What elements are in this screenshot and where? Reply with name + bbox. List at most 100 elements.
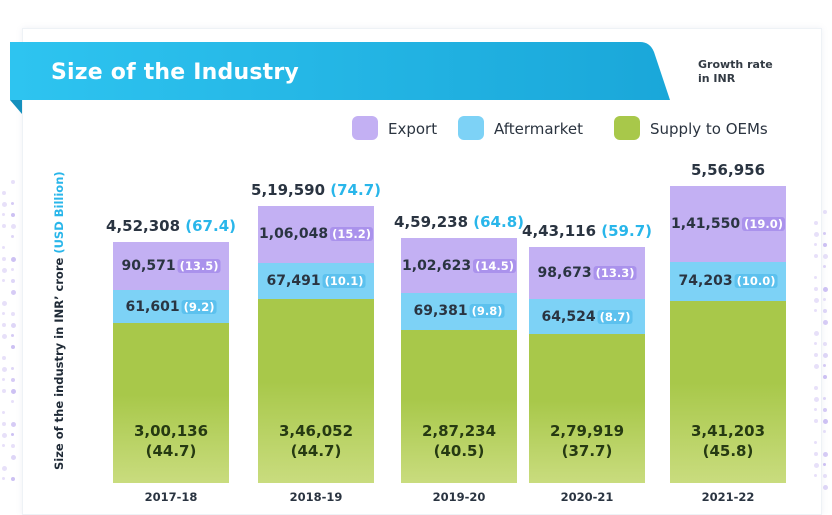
segment-usd-2019-20: (9.8) bbox=[469, 304, 505, 319]
decorative-dot bbox=[2, 411, 5, 414]
decorative-dot bbox=[11, 323, 16, 328]
oem-data-label-2019-20: 2,87,234 (40.5) bbox=[422, 421, 496, 461]
decorative-dot bbox=[2, 477, 5, 480]
total-value-2020-21: 4,43,116 bbox=[522, 221, 597, 240]
decorative-dot bbox=[2, 301, 7, 306]
total-usd-2018-19: (74.7) bbox=[325, 181, 381, 200]
bar-oem-2021-22 bbox=[670, 301, 786, 483]
decorative-dot bbox=[2, 279, 5, 282]
segment-usd-2021-22: (19.0) bbox=[742, 216, 785, 231]
decorative-dot bbox=[814, 419, 818, 423]
legend-swatch-export bbox=[352, 116, 378, 140]
decorative-dot bbox=[2, 356, 6, 360]
total-value-2017-18: 4,52,308 bbox=[106, 216, 181, 235]
x-tick-2019-20: 2019-20 bbox=[432, 490, 486, 504]
oem-data-label-2017-18: 3,00,136 (44.7) bbox=[134, 421, 208, 461]
decorative-dot bbox=[823, 232, 826, 235]
decorative-dot bbox=[11, 444, 15, 448]
segment-value-2020-21: 98,673 bbox=[537, 265, 592, 282]
decorative-dot bbox=[11, 224, 16, 229]
decorative-dot bbox=[814, 254, 818, 258]
legend-label-export: Export bbox=[388, 120, 438, 138]
aftermarket-data-label-2021-22: 74,203 (10.0) bbox=[679, 273, 778, 289]
segment-usd-2021-22: (10.0) bbox=[734, 274, 778, 289]
decorative-dot bbox=[11, 422, 16, 427]
segment-usd-2017-18: (13.5) bbox=[177, 259, 221, 274]
decorative-dot bbox=[2, 378, 5, 381]
decorative-dot bbox=[814, 353, 818, 357]
total-value-2019-20: 4,59,238 bbox=[394, 213, 469, 232]
total-usd-2019-20: (64.8) bbox=[468, 213, 524, 232]
segment-value-2020-21: 64,524 bbox=[541, 308, 596, 325]
oem-value-2021-22: 3,41,203 bbox=[690, 422, 766, 440]
decorative-dot bbox=[814, 408, 817, 411]
oem-data-label-2021-22: 3,41,203 (45.8) bbox=[691, 421, 765, 461]
decorative-dot bbox=[2, 334, 7, 339]
total-label-2020-21: 4,43,116 (59.7) bbox=[522, 222, 652, 240]
export-data-label-2017-18: 90,571 (13.5) bbox=[122, 258, 221, 274]
decorative-dot bbox=[11, 389, 16, 394]
y-axis-label-unit: (USD Billion) bbox=[52, 171, 66, 254]
decorative-dot bbox=[814, 276, 817, 279]
y-axis-label-text: Size of the industry in INR’ crore bbox=[52, 257, 66, 470]
bar-oem-2019-20 bbox=[401, 329, 517, 483]
decorative-dot bbox=[823, 298, 826, 301]
banner-shape bbox=[10, 42, 670, 114]
decorative-dot bbox=[823, 397, 826, 400]
decorative-dot bbox=[814, 441, 817, 444]
growth-rate-note-line-2: in INR bbox=[698, 72, 736, 85]
aftermarket-data-label-2017-18: 61,601 (9.2) bbox=[126, 299, 217, 315]
decorative-dot bbox=[11, 180, 15, 184]
legend-label-supply-to-oems: Supply to OEMs bbox=[650, 120, 768, 138]
title-banner bbox=[10, 42, 670, 114]
segment-value-2017-18: 90,571 bbox=[121, 258, 176, 275]
total-label-2021-22: 5,56,956 bbox=[691, 161, 765, 179]
segment-value-2021-22: 74,203 bbox=[678, 273, 733, 290]
decorative-dot bbox=[814, 309, 817, 312]
decorative-dot bbox=[823, 210, 827, 214]
segment-usd-2020-21: (13.3) bbox=[593, 266, 637, 281]
decorative-dot bbox=[823, 364, 826, 367]
growth-rate-note: Growth rate in INR bbox=[698, 58, 798, 86]
decorative-dot bbox=[823, 287, 828, 292]
decorative-dot bbox=[823, 353, 828, 358]
decorative-dot bbox=[814, 243, 817, 246]
oem-value-2020-21: 2,79,919 bbox=[549, 422, 625, 440]
oem-usd-2020-21: (37.7) bbox=[561, 442, 613, 460]
segment-usd-2018-19: (10.1) bbox=[322, 273, 366, 288]
decorative-dot bbox=[2, 312, 5, 315]
decorative-dot bbox=[11, 290, 16, 295]
decorative-dot bbox=[2, 444, 5, 447]
decorative-dot bbox=[823, 419, 828, 424]
decorative-dot bbox=[2, 323, 6, 327]
decorative-dot bbox=[814, 463, 819, 468]
growth-rate-note-line-1: Growth rate bbox=[698, 58, 773, 71]
segment-value-2019-20: 69,381 bbox=[413, 303, 468, 320]
segment-usd-2018-19: (15.2) bbox=[330, 227, 373, 242]
decorative-dot bbox=[2, 389, 6, 393]
decorative-dot bbox=[11, 378, 15, 382]
total-label-2018-19: 5,19,590 (74.7) bbox=[251, 181, 381, 199]
oem-data-label-2020-21: 2,79,919 (37.7) bbox=[550, 421, 624, 461]
decorative-dot bbox=[823, 430, 826, 433]
segment-usd-2020-21: (8.7) bbox=[597, 309, 633, 324]
decorative-dot bbox=[823, 463, 826, 466]
decorative-dot bbox=[11, 477, 15, 481]
aftermarket-data-label-2018-19: 67,491 (10.1) bbox=[267, 273, 366, 289]
decorative-dot bbox=[2, 224, 6, 228]
decorative-dot bbox=[2, 433, 7, 438]
decorative-dot bbox=[823, 485, 828, 490]
oem-usd-2018-19: (44.7) bbox=[290, 442, 342, 460]
decorative-dot bbox=[823, 375, 827, 379]
decorative-dot bbox=[814, 342, 817, 345]
total-value-2018-19: 5,19,590 bbox=[251, 181, 326, 200]
segment-usd-2019-20: (14.5) bbox=[473, 258, 516, 273]
total-label-2017-18: 4,52,308 (67.4) bbox=[106, 217, 236, 235]
decorative-dot bbox=[11, 433, 14, 436]
decorative-dot bbox=[814, 221, 818, 225]
decorative-dot bbox=[814, 397, 819, 402]
oem-data-label-2018-19: 3,46,052 (44.7) bbox=[279, 421, 353, 461]
decorative-dot bbox=[814, 298, 819, 303]
decorative-dot bbox=[2, 191, 6, 195]
decorative-dot bbox=[11, 257, 16, 262]
